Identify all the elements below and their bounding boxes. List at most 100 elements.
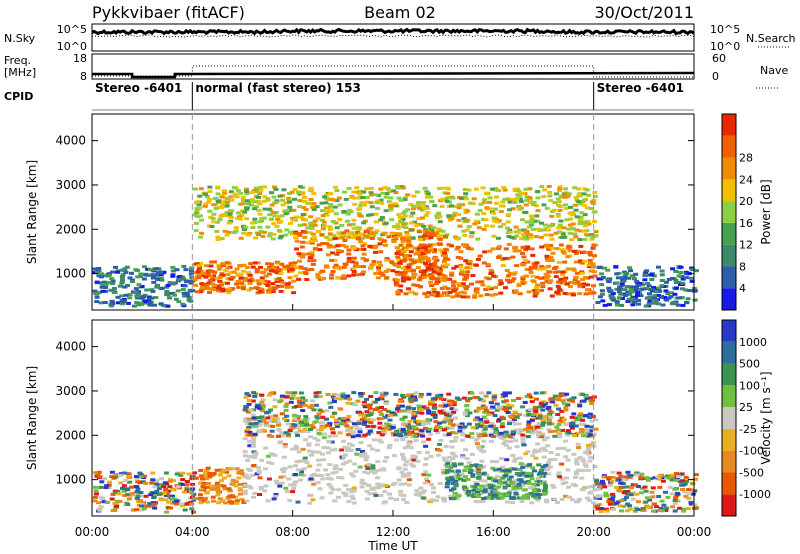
scatter-cell — [411, 426, 417, 430]
scatter-cell — [242, 450, 248, 454]
scatter-cell — [508, 279, 514, 283]
scatter-cell — [353, 263, 359, 267]
scatter-cell — [640, 287, 646, 291]
scatter-cell — [102, 477, 107, 481]
scatter-cell — [572, 434, 577, 437]
colorbar-tick-label: -100 — [739, 445, 764, 458]
scatter-cell — [163, 489, 169, 493]
scatter-cell — [541, 446, 547, 450]
scatter-cell — [266, 454, 271, 458]
scatter-cell — [450, 295, 456, 299]
scatter-cell — [574, 228, 580, 232]
scatter-cell — [343, 197, 349, 201]
scatter-cell — [447, 478, 453, 482]
scatter-cell — [450, 457, 456, 461]
scatter-cell — [462, 425, 468, 429]
scatter-cell — [158, 270, 164, 274]
scatter-cell — [630, 295, 636, 299]
scatter-cell — [454, 247, 460, 251]
scatter-cell — [468, 247, 474, 251]
scatter-cell — [309, 227, 315, 231]
scatter-cell — [348, 210, 354, 214]
scatter-cell — [360, 450, 365, 453]
scatter-cell — [625, 470, 631, 474]
scatter-cell — [501, 400, 507, 404]
scatter-cell — [512, 187, 518, 191]
scatter-cell — [510, 413, 516, 417]
scatter-cell — [313, 403, 319, 407]
scatter-cell — [242, 475, 248, 479]
scatter-cell — [484, 224, 489, 228]
scatter-cell — [163, 493, 169, 497]
scatter-cell — [462, 411, 468, 415]
scatter-cell — [528, 223, 534, 227]
scatter-cell — [481, 212, 487, 216]
scatter-cell — [418, 235, 423, 239]
scatter-cell — [212, 284, 218, 287]
scatter-cell — [530, 274, 536, 278]
scatter-cell — [552, 201, 558, 205]
scatter-cell — [416, 217, 422, 221]
scatter-cell — [676, 296, 682, 300]
scatter-cell — [419, 276, 425, 280]
scatter-cell — [431, 270, 437, 273]
scatter-cell — [401, 474, 407, 478]
scatter-cell — [574, 416, 580, 420]
scatter-cell — [415, 459, 421, 463]
scatter-cell — [148, 493, 154, 497]
scatter-cell — [110, 492, 116, 496]
scatter-cell — [323, 201, 329, 205]
scatter-cell — [464, 457, 470, 461]
scatter-cell — [256, 466, 261, 470]
scatter-cell — [596, 265, 602, 269]
scatter-cell — [580, 285, 586, 289]
scatter-cell — [94, 492, 99, 496]
scatter-cell — [303, 218, 308, 222]
scatter-cell — [548, 233, 554, 237]
scatter-cell — [585, 443, 591, 447]
scatter-cell — [624, 496, 629, 500]
scatter-cell — [462, 273, 468, 277]
scatter-cell — [182, 508, 188, 512]
scatter-cell — [378, 493, 384, 497]
scatter-cell — [278, 234, 284, 238]
scatter-cell — [585, 219, 591, 223]
scatter-cell — [308, 493, 314, 497]
scatter-cell — [429, 284, 435, 288]
scatter-cell — [610, 298, 616, 302]
scatter-cell — [265, 197, 271, 201]
scatter-cell — [555, 214, 561, 218]
scatter-cell — [358, 392, 363, 396]
scatter-cell — [488, 272, 494, 276]
scatter-cell — [268, 391, 274, 395]
scatter-cell — [453, 235, 458, 239]
scatter-cell — [242, 454, 248, 458]
scatter-cell — [581, 282, 587, 286]
beam-title: Beam 02 — [364, 3, 436, 22]
scatter-cell — [513, 489, 519, 493]
scatter-cell — [254, 186, 260, 190]
scatter-cell — [531, 482, 537, 486]
scatter-cell — [435, 453, 441, 457]
scatter-cell — [644, 496, 650, 500]
scatter-cell — [584, 206, 590, 210]
scatter-cell — [377, 421, 383, 425]
scatter-cell — [589, 200, 595, 204]
scatter-cell — [541, 479, 547, 483]
x-tick-label: 12:00 — [376, 525, 411, 539]
scatter-cell — [486, 277, 492, 281]
scatter-cell — [260, 428, 266, 432]
scatter-cell — [507, 200, 513, 204]
scatter-cell — [599, 283, 605, 287]
scatter-cell — [573, 208, 579, 212]
scatter-cell — [204, 468, 210, 472]
scatter-cell — [423, 457, 429, 461]
scatter-cell — [424, 273, 430, 277]
scatter-cell — [187, 279, 193, 283]
scatter-cell — [319, 269, 325, 273]
scatter-cell — [237, 483, 243, 486]
scatter-cell — [564, 218, 570, 222]
scatter-cell — [341, 231, 347, 235]
scatter-cell — [325, 253, 331, 257]
scatter-cell — [475, 237, 481, 241]
